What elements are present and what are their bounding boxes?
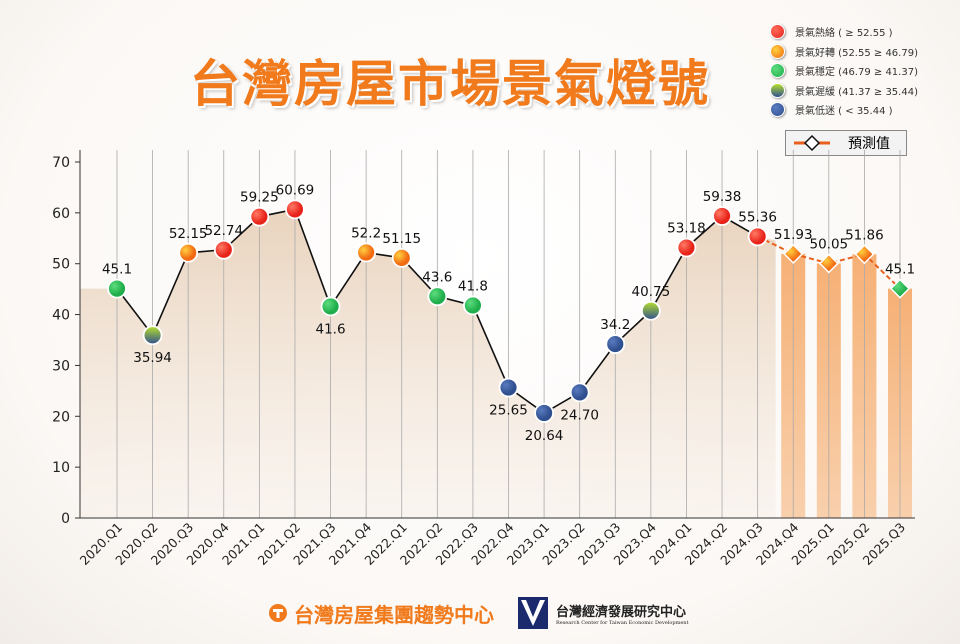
data-label: 43.6 (422, 269, 452, 285)
forecast-point (854, 244, 875, 265)
legend-label: 景氣好轉 (52.55 ≥ 46.79) (795, 47, 918, 59)
legend-item-slow: 景氣遲緩 (41.37 ≥ 35.44) (770, 81, 918, 101)
green-dot-icon (770, 63, 785, 79)
data-point (569, 382, 590, 403)
data-point (534, 403, 554, 423)
red-dot-icon (770, 24, 785, 40)
data-label: 45.1 (885, 262, 915, 278)
footer: 台灣房屋集團趨勢中心 台灣經濟發展研究中心 Research Center fo… (268, 597, 689, 629)
y-tick-label: 60 (52, 206, 70, 222)
legend-item-stable: 景氣穩定 (46.79 ≥ 41.37) (770, 61, 918, 81)
forecast-point (889, 278, 911, 299)
data-point (107, 278, 127, 299)
data-point (712, 206, 732, 226)
data-point (427, 286, 448, 307)
y-tick-label: 10 (52, 460, 70, 476)
data-label: 53.18 (667, 221, 706, 237)
forecast-point (818, 253, 839, 274)
data-label: 59.25 (240, 190, 279, 206)
y-tick-label: 20 (52, 409, 70, 425)
orange-dot-icon (770, 43, 785, 59)
data-label: 52.74 (204, 223, 243, 239)
data-label: 45.1 (102, 262, 132, 278)
y-tick-label: 70 (52, 155, 70, 171)
legend-item-good: 景氣好轉 (52.55 ≥ 46.79) (770, 42, 918, 62)
data-point (640, 300, 661, 321)
data-label: 52.2 (351, 226, 381, 242)
y-tick-label: 0 (61, 511, 70, 527)
data-label: 55.36 (738, 209, 777, 225)
data-label: 41.6 (316, 321, 346, 337)
data-point (249, 206, 270, 227)
data-point (498, 377, 519, 398)
data-point (676, 237, 697, 258)
forecast-point (783, 243, 804, 264)
chart: 0102030405060702020.Q12020.Q22020.Q32020… (52, 150, 915, 568)
data-label: 25.65 (489, 403, 528, 419)
legend-label: 景氣低迷 ( < 35.44 ) (795, 106, 893, 118)
data-label: 52.15 (169, 226, 208, 242)
y-tick-label: 50 (52, 257, 70, 273)
y-tick-label: 30 (52, 358, 70, 374)
legend-label: 景氣穩定 (46.79 ≥ 41.37) (795, 67, 918, 79)
legend-item-low: 景氣低迷 ( < 35.44 ) (770, 100, 918, 120)
data-label: 51.93 (774, 227, 813, 243)
data-label: 51.86 (845, 227, 884, 243)
y-tick-label: 40 (52, 308, 70, 324)
data-label: 51.15 (382, 231, 421, 247)
logo-text-research-center-en: Research Center for Taiwan Economic Deve… (556, 619, 689, 626)
data-point (213, 239, 234, 260)
legend-label: 景氣遲緩 (41.37 ≥ 35.44) (795, 86, 918, 98)
data-label: 34.2 (600, 317, 630, 333)
data-point (463, 295, 483, 316)
blue-dot-icon (770, 102, 785, 118)
data-label: 24.70 (560, 407, 599, 423)
data-label: 40.75 (632, 284, 671, 300)
data-point (391, 247, 412, 268)
diamond-line-icon (794, 134, 830, 152)
data-point (320, 296, 341, 317)
legend-item-hot: 景氣熱絡 ( ≥ 52.55 ) (770, 22, 918, 42)
tw-house-logo-icon (269, 604, 287, 622)
data-point (285, 199, 305, 220)
data-label: 59.38 (703, 189, 742, 205)
data-label: 35.94 (133, 350, 172, 366)
data-label: 50.05 (809, 236, 848, 252)
logo-text-tw-house: 台灣房屋集團趨勢中心 (294, 602, 494, 627)
green-blue-dot-icon (770, 82, 785, 98)
data-point (356, 242, 377, 263)
area-fill (80, 209, 776, 518)
data-point (747, 226, 768, 247)
forecast-legend-label: 預測值 (848, 136, 890, 152)
page-title: 台灣房屋市場景氣燈號 (190, 55, 710, 113)
data-label: 60.69 (276, 182, 315, 198)
data-label: 20.64 (525, 428, 564, 444)
data-point (605, 334, 626, 354)
forecast-legend: 預測值 (785, 130, 907, 156)
data-label: 41.8 (458, 278, 488, 294)
legend-label: 景氣熱絡 ( ≥ 52.55 ) (795, 28, 893, 40)
research-center-logo-icon (518, 597, 548, 629)
data-point (178, 242, 199, 263)
legend: 景氣熱絡 ( ≥ 52.55 ) 景氣好轉 (52.55 ≥ 46.79) 景氣… (770, 22, 918, 120)
data-point (142, 325, 163, 346)
logo-text-research-center: 台灣經濟發展研究中心 (556, 604, 687, 620)
